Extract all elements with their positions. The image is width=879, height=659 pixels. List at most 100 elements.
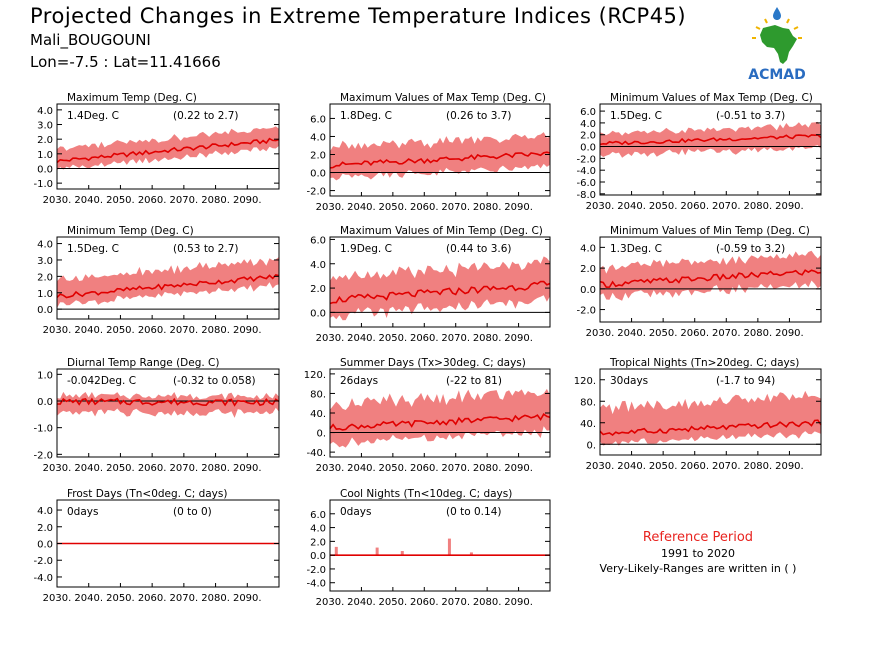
x-tick-label: 2040.	[347, 463, 376, 474]
y-tick-label: 2.0	[310, 151, 326, 162]
x-tick-label: 2070.	[170, 463, 199, 474]
y-tick-label: -8.0	[576, 190, 596, 201]
y-tick-label: 120.	[574, 376, 596, 387]
range-spike	[375, 547, 379, 556]
x-tick-label: 2050.	[106, 195, 135, 206]
x-tick-label: 2030.	[586, 201, 615, 212]
mean-line	[599, 134, 822, 146]
y-tick-label: 4.0	[580, 119, 596, 130]
reference-note: Very-Likely-Ranges are written in ( )	[599, 562, 797, 575]
x-tick-label: 2040.	[617, 201, 646, 212]
logo-text: ACMAD	[748, 67, 806, 82]
x-tick-label: 2070.	[441, 597, 470, 608]
y-tick-label: -2.0	[576, 154, 596, 165]
x-tick-label: 2040.	[617, 461, 646, 472]
x-tick-label: 2080.	[201, 195, 230, 206]
y-tick-label: 2.0	[37, 135, 53, 146]
mean-line	[599, 269, 822, 289]
chart-title: Frost Days (Tn<0deg. C; days)	[67, 488, 227, 500]
range-band	[600, 390, 821, 446]
coordinates-label: Lon=-7.5 : Lat=11.41666	[30, 53, 221, 71]
y-tick-label: 6.0	[310, 235, 326, 246]
x-tick-label: 2070.	[712, 201, 741, 212]
y-tick-label: -4.0	[576, 166, 596, 177]
y-tick-label: 120.	[304, 370, 326, 381]
y-tick-label: -2.0	[33, 556, 53, 567]
mean-line	[56, 274, 280, 299]
x-tick-label: 2050.	[379, 202, 408, 213]
x-tick-label: 2030.	[43, 325, 72, 336]
x-tick-label: 2040.	[74, 593, 103, 604]
range-band	[330, 132, 550, 181]
x-tick-label: 2070.	[441, 463, 470, 474]
x-tick-label: 2050.	[379, 597, 408, 608]
y-tick-label: 0.	[586, 440, 596, 451]
y-tick-label: -4.0	[306, 579, 326, 590]
y-tick-label: 0.0	[580, 285, 596, 296]
change-value-label: 26days	[340, 375, 378, 387]
y-tick-label: 4.0	[310, 132, 326, 143]
likely-range-label: (0.26 to 3.7)	[446, 110, 512, 122]
range-band	[57, 391, 279, 418]
x-tick-label: 2070.	[441, 202, 470, 213]
x-tick-label: 2050.	[106, 593, 135, 604]
change-value-label: 30days	[610, 375, 648, 387]
x-tick-label: 2080.	[473, 597, 502, 608]
y-tick-label: -1.0	[33, 424, 53, 435]
y-tick-label: -1.0	[33, 179, 53, 190]
y-tick-label: 3.0	[37, 256, 53, 267]
chart-title: Summer Days (Tx>30deg. C; days)	[340, 357, 526, 369]
reference-years: 1991 to 2020	[660, 547, 736, 560]
range-band	[57, 126, 279, 171]
y-tick-label: -2.0	[33, 450, 53, 461]
x-tick-label: 2080.	[201, 463, 230, 474]
x-tick-label: 2070.	[712, 328, 741, 339]
x-tick-label: 2060.	[138, 325, 167, 336]
x-tick-label: 2030.	[316, 597, 345, 608]
x-tick-label: 2060.	[680, 201, 709, 212]
chart-panel: -4.0 -2.0 0.0 2.0 4.0 2030. 2040. 2050. 2060. 207…	[33, 488, 280, 604]
x-tick-label: 2060.	[410, 333, 439, 344]
x-tick-label: 2040.	[347, 333, 376, 344]
likely-range-label: (-0.32 to 0.058)	[173, 375, 256, 387]
x-tick-label: 2090.	[775, 461, 804, 472]
x-tick-label: 2070.	[712, 461, 741, 472]
x-tick-label: 2060.	[410, 597, 439, 608]
range-spike	[447, 538, 451, 556]
y-tick-label: -40.	[306, 448, 326, 459]
x-tick-label: 2080.	[473, 463, 502, 474]
y-tick-label: 0.0	[37, 305, 53, 316]
y-tick-label: 6.0	[310, 510, 326, 521]
chart-panel: 0.0 1.0 2.0 3.0 4.0 2030. 2040. 2050. 2060. 2070.…	[37, 225, 280, 336]
y-tick-label: 2.0	[37, 523, 53, 534]
change-value-label: 0days	[67, 506, 98, 518]
y-tick-label: 2.0	[310, 284, 326, 295]
x-tick-label: 2080.	[201, 325, 230, 336]
x-tick-label: 2050.	[649, 328, 678, 339]
y-tick-label: 2.0	[37, 272, 53, 283]
y-tick-label: -6.0	[576, 178, 596, 189]
x-tick-label: 2030.	[316, 202, 345, 213]
logo-drop	[773, 7, 781, 20]
y-tick-label: 0.0	[37, 397, 53, 408]
x-tick-label: 2080.	[744, 328, 773, 339]
y-tick-label: 4.0	[37, 106, 53, 117]
x-tick-label: 2090.	[233, 593, 262, 604]
x-tick-label: 2030.	[43, 593, 72, 604]
chart-panel: -4.0 -2.0 0.0 2.0 4.0 6.0 2030. 2040. 2050. 2060.…	[306, 488, 551, 608]
likely-range-label: (0.22 to 2.7)	[173, 110, 239, 122]
range-band	[330, 256, 550, 321]
y-tick-label: 0.	[316, 429, 326, 440]
mean-line	[56, 137, 280, 164]
y-tick-label: 1.0	[37, 289, 53, 300]
y-tick-label: 0.0	[310, 551, 326, 562]
y-tick-label: -4.0	[33, 573, 53, 584]
range-spike	[400, 551, 404, 556]
y-tick-label: 0.0	[37, 540, 53, 551]
y-tick-label: 0.0	[310, 169, 326, 180]
reference-title: Reference Period	[642, 530, 754, 545]
range-spike	[469, 552, 473, 556]
x-tick-label: 2050.	[649, 461, 678, 472]
